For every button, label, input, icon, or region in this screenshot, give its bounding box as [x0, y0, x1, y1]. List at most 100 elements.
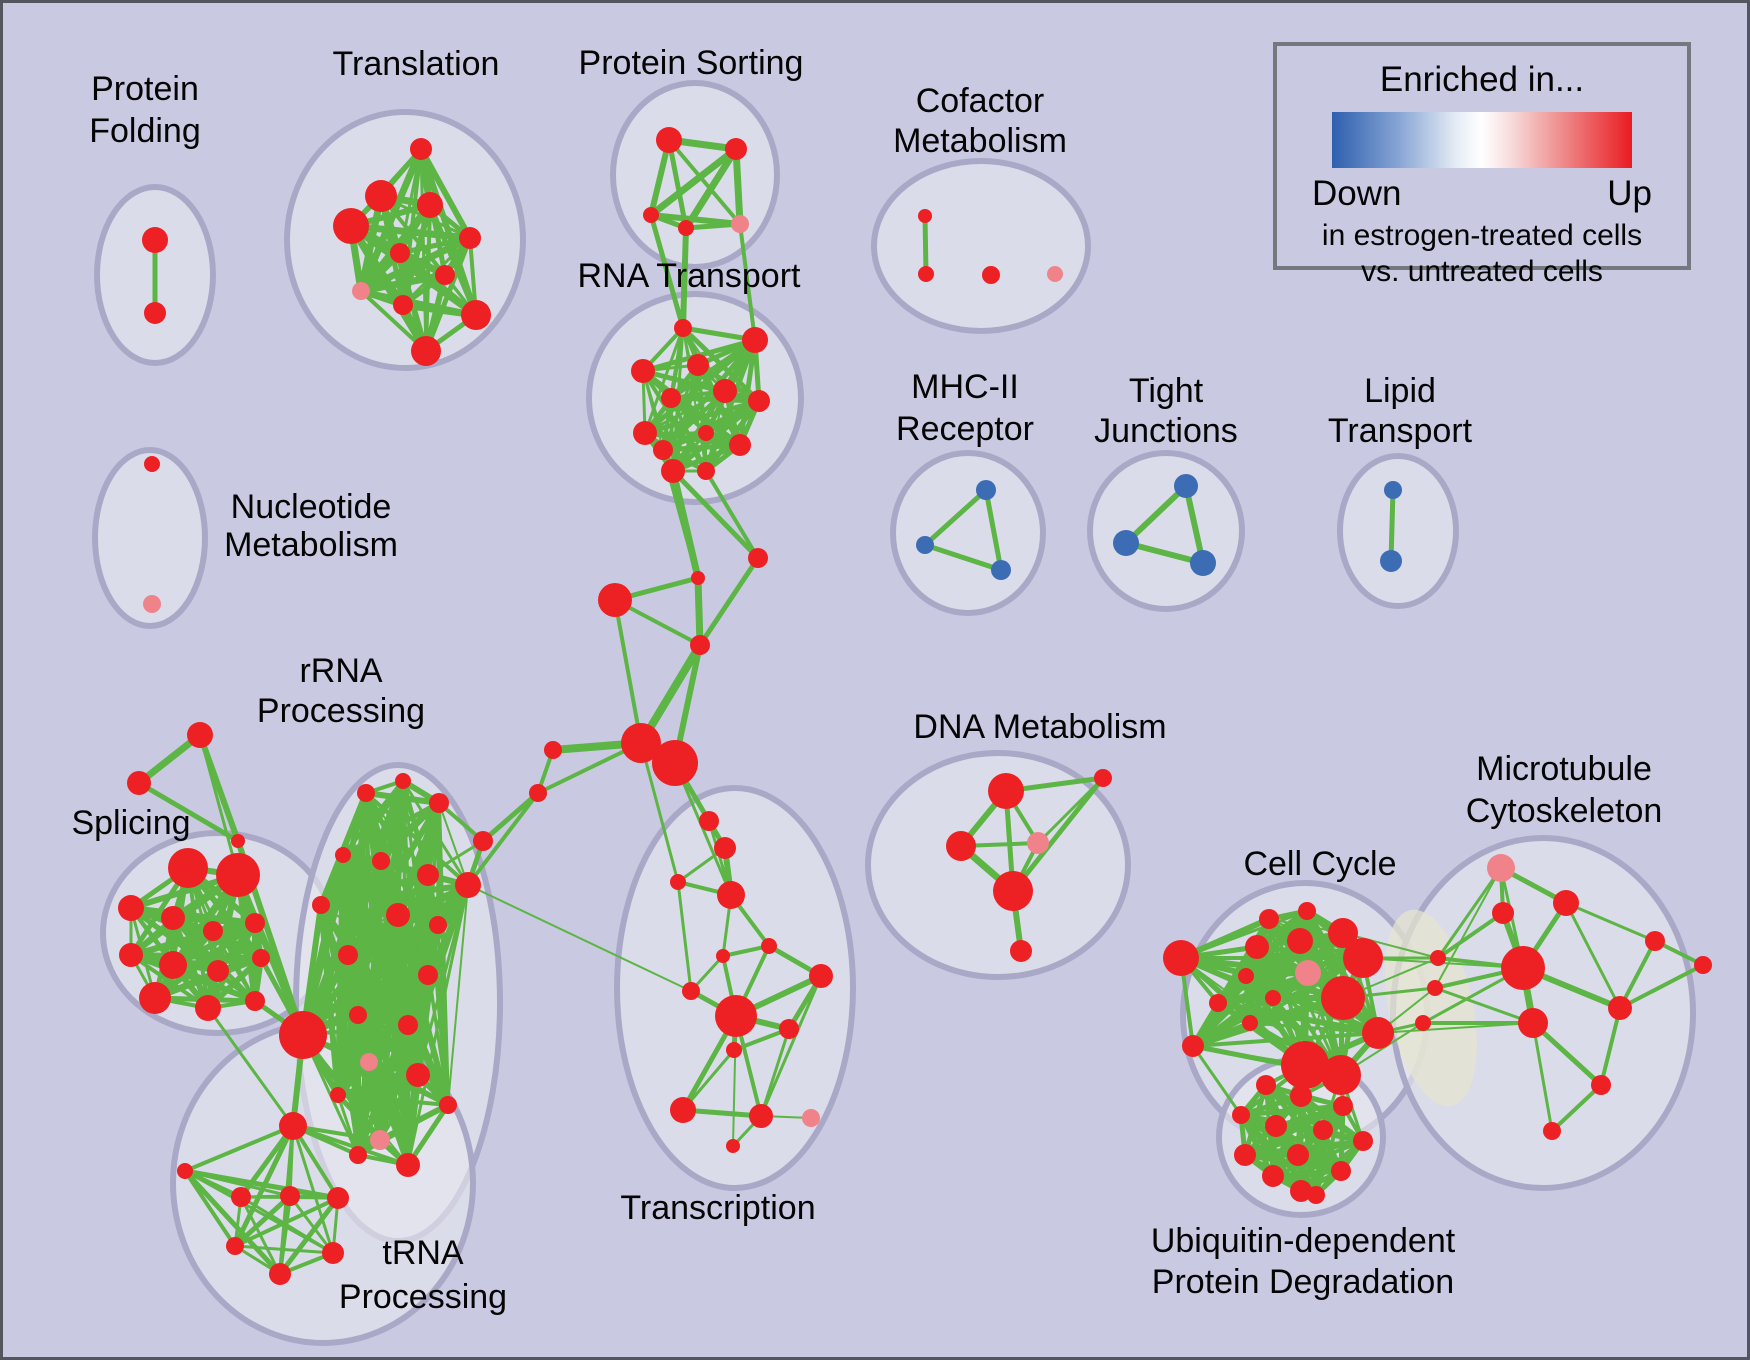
rna-transport-node-12[interactable] [697, 462, 715, 480]
cell-cycle-node-11[interactable] [1343, 938, 1383, 978]
transcription-node-3[interactable] [717, 881, 745, 909]
trna-node-5[interactable] [226, 1237, 244, 1255]
cofactor-node-3[interactable] [1047, 266, 1063, 282]
rna-transport-node-9[interactable] [729, 434, 751, 456]
splicing-node-1[interactable] [216, 853, 260, 897]
transcription-node-0[interactable] [699, 811, 719, 831]
microtubule-node-6[interactable] [1645, 931, 1665, 951]
protein-sorting-node-0[interactable] [656, 127, 682, 153]
microtubule-node-4[interactable] [1608, 996, 1632, 1020]
rna-transport-node-1[interactable] [742, 327, 768, 353]
transcription-node-5[interactable] [809, 964, 833, 988]
splicing-triangle-node-2[interactable] [231, 834, 245, 848]
microtubule-node-0[interactable] [1487, 854, 1515, 882]
mt-connectors-node-0[interactable] [1430, 950, 1446, 966]
transcription-node-12[interactable] [749, 1104, 773, 1128]
microtubule-node-1[interactable] [1553, 890, 1579, 916]
splicing-node-8[interactable] [207, 960, 229, 982]
rrna-node-6[interactable] [455, 872, 481, 898]
microtubule-node-9[interactable] [1543, 1122, 1561, 1140]
lipid-node-0[interactable] [1384, 481, 1402, 499]
rrna-node-8[interactable] [386, 903, 410, 927]
protein-sorting-node-4[interactable] [731, 215, 749, 233]
microtubule-node-7[interactable] [1694, 956, 1712, 974]
cell-cycle-node-15[interactable] [1321, 1055, 1361, 1095]
cell-cycle-node-7[interactable] [1295, 960, 1321, 986]
splicing-node-11[interactable] [195, 995, 221, 1021]
trna-node-3[interactable] [280, 1186, 300, 1206]
rrna-node-11[interactable] [418, 965, 438, 985]
rna-transport-node-0[interactable] [674, 319, 692, 337]
ubiquitin-node-2[interactable] [1333, 1096, 1353, 1116]
mhc-node-1[interactable] [916, 536, 934, 554]
rrna-node-0[interactable] [357, 784, 375, 802]
transcription-node-7[interactable] [682, 982, 700, 1000]
nucleotide-node-1[interactable] [143, 595, 161, 613]
microtubule-node-3[interactable] [1501, 946, 1545, 990]
rrna-node-13[interactable] [349, 1006, 367, 1024]
trna-node-7[interactable] [269, 1263, 291, 1285]
junction-node-5[interactable] [652, 740, 698, 786]
rna-transport-node-8[interactable] [698, 425, 714, 441]
translation-node-1[interactable] [365, 180, 397, 212]
trna-node-6[interactable] [322, 1242, 344, 1264]
dna-node-1[interactable] [1094, 769, 1112, 787]
cell-cycle-node-10[interactable] [1242, 1015, 1258, 1031]
splicing-node-5[interactable] [245, 913, 265, 933]
splicing-node-6[interactable] [119, 943, 143, 967]
translation-node-6[interactable] [435, 265, 455, 285]
translation-node-5[interactable] [390, 243, 410, 263]
splicing-node-2[interactable] [118, 895, 144, 921]
transcription-node-8[interactable] [715, 995, 757, 1037]
rrna-node-3[interactable] [335, 847, 351, 863]
translation-node-10[interactable] [411, 336, 441, 366]
cell-cycle-node-16[interactable] [1209, 994, 1227, 1012]
rna-transport-node-7[interactable] [633, 421, 657, 445]
rrna-node-21[interactable] [396, 1153, 420, 1177]
ubiquitin-node-4[interactable] [1265, 1115, 1287, 1137]
dna-node-0[interactable] [988, 773, 1024, 809]
cell-cycle-node-13[interactable] [1362, 1017, 1394, 1049]
cofactor-node-1[interactable] [918, 266, 934, 282]
cell-cycle-node-9[interactable] [1265, 990, 1281, 1006]
rrna-node-9[interactable] [429, 916, 447, 934]
cell-cycle-node-3[interactable] [1298, 902, 1316, 920]
rrna-node-1[interactable] [395, 773, 411, 789]
trna-node-0[interactable] [279, 1112, 307, 1140]
rna-transport-node-5[interactable] [748, 390, 770, 412]
translation-node-2[interactable] [417, 192, 443, 218]
rrna-node-14[interactable] [398, 1015, 418, 1035]
rna-transport-node-10[interactable] [653, 440, 673, 460]
cofactor-node-0[interactable] [918, 209, 932, 223]
transcription-node-11[interactable] [670, 1097, 696, 1123]
junction-node-3[interactable] [690, 635, 710, 655]
junction-node-6[interactable] [544, 741, 562, 759]
splicing-triangle-node-1[interactable] [127, 771, 151, 795]
ubiquitin-node-1[interactable] [1290, 1085, 1312, 1107]
rrna-node-5[interactable] [417, 864, 439, 886]
lipid-node-1[interactable] [1380, 550, 1402, 572]
protein-folding-node-1[interactable] [144, 302, 166, 324]
cell-cycle-node-5[interactable] [1287, 928, 1313, 954]
rna-transport-node-4[interactable] [713, 379, 737, 403]
dna-node-4[interactable] [993, 871, 1033, 911]
nucleotide-node-0[interactable] [144, 456, 160, 472]
dna-node-5[interactable] [1010, 940, 1032, 962]
splicing-node-9[interactable] [252, 949, 270, 967]
trna-node-1[interactable] [177, 1163, 193, 1179]
splicing-node-3[interactable] [161, 906, 185, 930]
splicing-node-0[interactable] [168, 848, 208, 888]
rna-transport-node-6[interactable] [661, 388, 681, 408]
transcription-node-4[interactable] [761, 938, 777, 954]
tight-node-1[interactable] [1113, 530, 1139, 556]
rrna-node-4[interactable] [372, 852, 390, 870]
rrna-node-7[interactable] [312, 896, 330, 914]
cell-cycle-node-2[interactable] [1259, 909, 1279, 929]
mt-connectors-node-2[interactable] [1415, 1015, 1431, 1031]
mt-connectors-node-1[interactable] [1427, 980, 1443, 996]
microtubule-node-2[interactable] [1492, 902, 1514, 924]
cell-cycle-node-0[interactable] [1163, 940, 1199, 976]
junction-node-0[interactable] [598, 583, 632, 617]
rrna-node-2[interactable] [429, 793, 449, 813]
microtubule-node-5[interactable] [1518, 1008, 1548, 1038]
